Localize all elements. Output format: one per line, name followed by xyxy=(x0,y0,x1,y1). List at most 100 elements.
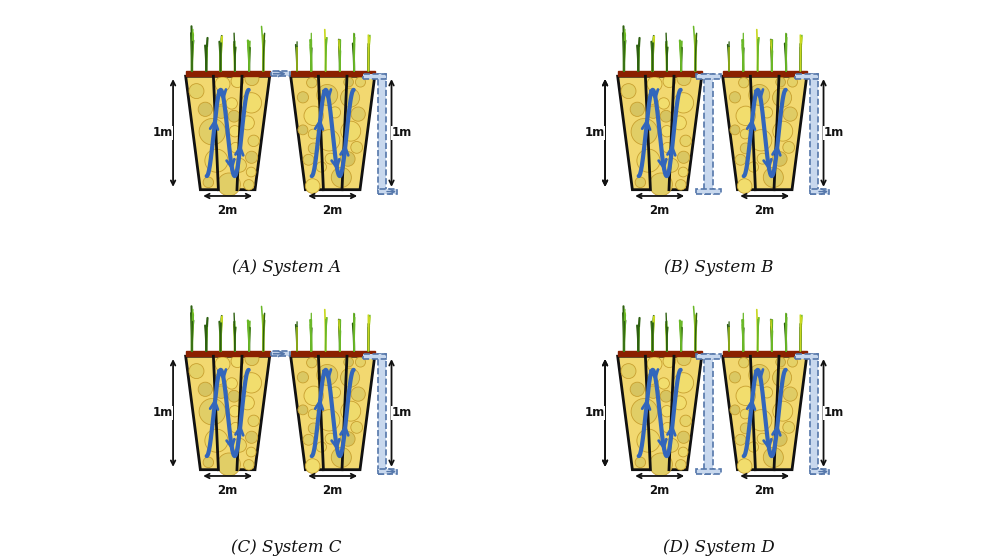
Circle shape xyxy=(199,399,225,425)
Circle shape xyxy=(330,107,341,118)
Bar xyxy=(378,354,386,474)
Polygon shape xyxy=(723,71,807,76)
Circle shape xyxy=(298,405,308,415)
Circle shape xyxy=(739,357,749,368)
Circle shape xyxy=(304,386,324,405)
Circle shape xyxy=(773,432,787,446)
Circle shape xyxy=(658,98,669,109)
Bar xyxy=(695,189,721,194)
Circle shape xyxy=(307,77,317,88)
Polygon shape xyxy=(723,356,807,470)
Circle shape xyxy=(645,374,656,385)
Bar xyxy=(695,74,721,79)
Circle shape xyxy=(647,357,662,371)
Circle shape xyxy=(215,386,227,398)
Circle shape xyxy=(297,372,309,383)
Circle shape xyxy=(326,153,336,164)
Circle shape xyxy=(309,143,320,154)
Circle shape xyxy=(198,382,212,396)
Text: 1m: 1m xyxy=(153,127,173,139)
Circle shape xyxy=(351,142,363,153)
Circle shape xyxy=(246,447,256,457)
Circle shape xyxy=(738,179,752,193)
Circle shape xyxy=(245,151,257,164)
Circle shape xyxy=(783,142,795,153)
Bar xyxy=(363,74,386,79)
Circle shape xyxy=(647,386,659,398)
Polygon shape xyxy=(723,351,807,356)
Circle shape xyxy=(317,85,338,105)
Polygon shape xyxy=(186,76,269,190)
Bar xyxy=(795,354,818,359)
Circle shape xyxy=(245,72,259,86)
Circle shape xyxy=(741,409,750,419)
Text: 2m: 2m xyxy=(323,484,343,497)
Circle shape xyxy=(245,352,259,366)
Circle shape xyxy=(199,119,225,145)
Text: (A) System A: (A) System A xyxy=(232,259,341,276)
Circle shape xyxy=(757,433,768,444)
Polygon shape xyxy=(186,351,269,356)
Circle shape xyxy=(736,386,756,405)
Circle shape xyxy=(229,405,240,417)
Circle shape xyxy=(241,93,261,113)
Circle shape xyxy=(341,432,355,446)
Circle shape xyxy=(773,401,793,421)
Bar xyxy=(810,354,818,474)
Circle shape xyxy=(645,94,656,105)
Circle shape xyxy=(332,447,352,468)
Circle shape xyxy=(630,102,644,116)
Bar xyxy=(705,354,713,474)
Circle shape xyxy=(217,453,240,476)
Circle shape xyxy=(621,363,636,379)
Circle shape xyxy=(344,77,354,87)
Text: (B) System B: (B) System B xyxy=(663,259,773,276)
Circle shape xyxy=(243,460,254,470)
Circle shape xyxy=(741,129,750,139)
Circle shape xyxy=(661,405,672,417)
Circle shape xyxy=(230,422,240,433)
Text: 2m: 2m xyxy=(217,204,238,217)
Polygon shape xyxy=(290,71,375,76)
Bar xyxy=(270,352,289,356)
Text: 2m: 2m xyxy=(755,204,775,217)
Bar xyxy=(363,354,386,359)
Circle shape xyxy=(217,173,240,196)
Circle shape xyxy=(749,85,770,105)
Bar xyxy=(810,189,829,194)
Circle shape xyxy=(304,435,314,445)
Polygon shape xyxy=(186,71,269,76)
Circle shape xyxy=(306,459,320,473)
Circle shape xyxy=(773,368,792,388)
Circle shape xyxy=(773,88,792,108)
Circle shape xyxy=(762,107,773,118)
Circle shape xyxy=(298,125,308,135)
Bar xyxy=(270,72,289,76)
Polygon shape xyxy=(618,356,701,470)
Circle shape xyxy=(341,368,360,388)
Circle shape xyxy=(660,390,672,402)
Text: 1m: 1m xyxy=(585,407,605,419)
Circle shape xyxy=(661,125,672,137)
Circle shape xyxy=(741,423,751,434)
Circle shape xyxy=(662,142,672,153)
Polygon shape xyxy=(290,76,375,190)
Text: 2m: 2m xyxy=(755,484,775,497)
Circle shape xyxy=(649,453,672,476)
Circle shape xyxy=(730,405,740,415)
Circle shape xyxy=(189,363,204,379)
Text: 1m: 1m xyxy=(585,407,605,419)
Circle shape xyxy=(306,179,320,193)
Circle shape xyxy=(677,151,689,164)
Circle shape xyxy=(341,121,361,141)
Circle shape xyxy=(246,167,256,177)
Circle shape xyxy=(228,390,240,402)
Bar xyxy=(378,189,397,194)
Circle shape xyxy=(243,180,254,190)
Circle shape xyxy=(735,155,746,165)
Bar xyxy=(378,469,397,474)
Circle shape xyxy=(304,106,324,125)
Circle shape xyxy=(739,77,749,88)
Circle shape xyxy=(783,107,797,121)
Circle shape xyxy=(783,422,795,433)
